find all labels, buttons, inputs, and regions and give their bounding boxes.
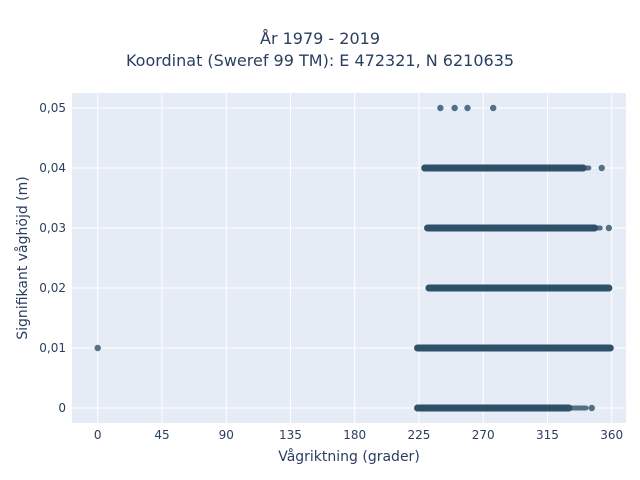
x-tick-labels: 0 45 90 135 180 225 270 315 360	[94, 428, 623, 442]
data-point	[490, 104, 497, 112]
data-point	[588, 404, 595, 412]
y-tick-label: 0,05	[39, 101, 66, 115]
plot-area	[72, 93, 626, 423]
chart-title: År 1979 - 2019	[260, 29, 380, 48]
gridlines	[72, 93, 626, 423]
data-points	[94, 104, 613, 412]
x-tick-label: 315	[536, 428, 559, 442]
x-tick-label: 90	[219, 428, 234, 442]
data-point	[437, 104, 444, 112]
y-axis-label: Signifikant våghöjd (m)	[14, 176, 31, 339]
y-tick-labels: 0 0,01 0,02 0,03 0,04 0,05	[39, 101, 66, 415]
x-tick-label: 45	[154, 428, 169, 442]
x-tick-label: 225	[408, 428, 431, 442]
data-point	[464, 104, 471, 112]
data-point	[598, 164, 605, 172]
x-tick-label: 360	[600, 428, 623, 442]
y-tick-label: 0,01	[39, 341, 66, 355]
point-bands	[414, 164, 614, 412]
x-tick-label: 135	[279, 428, 302, 442]
x-tick-label: 180	[343, 428, 366, 442]
x-tick-label: 0	[94, 428, 102, 442]
x-axis-label: Vågriktning (grader)	[278, 448, 420, 465]
x-tick-label: 270	[472, 428, 495, 442]
chart-subtitle: Koordinat (Sweref 99 TM): E 472321, N 62…	[125, 51, 515, 70]
data-point	[605, 224, 613, 232]
data-point	[94, 344, 101, 352]
y-tick-label: 0	[58, 401, 66, 415]
y-tick-label: 0,04	[39, 161, 66, 175]
y-tick-label: 0,02	[39, 281, 66, 295]
data-point	[451, 104, 458, 112]
y-tick-label: 0,03	[39, 221, 66, 235]
